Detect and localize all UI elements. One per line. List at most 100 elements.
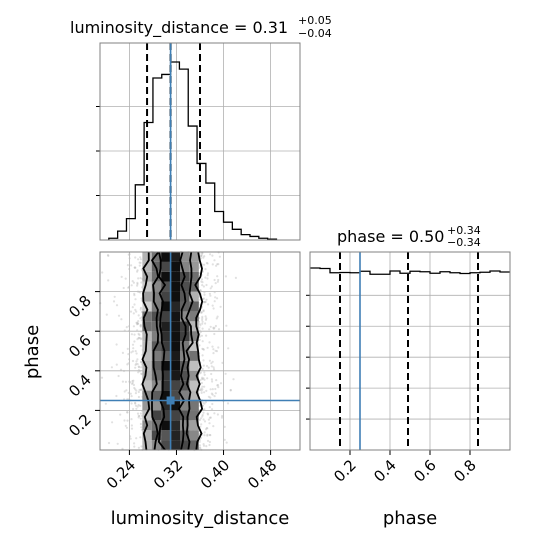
scatter-point xyxy=(199,289,202,292)
scatter-point xyxy=(202,444,206,447)
scatter-point xyxy=(210,378,213,381)
scatter-point xyxy=(139,436,142,439)
scatter-point xyxy=(208,416,212,419)
scatter-point xyxy=(135,437,138,440)
scatter-point xyxy=(107,254,110,257)
scatter-point xyxy=(137,314,140,317)
scatter-point xyxy=(139,308,142,311)
scatter-point xyxy=(216,275,219,278)
density-cell xyxy=(161,261,171,272)
scatter-point xyxy=(136,282,139,286)
scatter-point xyxy=(125,426,128,429)
scatter-point xyxy=(201,281,204,284)
density-cell xyxy=(151,410,162,421)
density-cell xyxy=(161,321,171,332)
density-cell xyxy=(189,271,199,282)
histogram-luminosity-distance xyxy=(108,61,278,240)
scatter-point xyxy=(202,411,205,414)
scatter-point xyxy=(136,322,139,325)
scatter-point xyxy=(133,442,136,445)
density-cell xyxy=(189,351,199,361)
scatter-point xyxy=(136,270,139,273)
y-tick-label: 0.6 xyxy=(65,331,95,361)
scatter-point xyxy=(115,343,118,346)
scatter-point xyxy=(133,445,136,448)
density-cell xyxy=(161,400,171,411)
scatter-point xyxy=(212,425,215,428)
scatter-point xyxy=(119,368,123,371)
scatter-point xyxy=(130,418,133,421)
scatter-point xyxy=(209,434,212,437)
scatter-point xyxy=(117,314,121,317)
scatter-point xyxy=(125,326,128,329)
scatter-point xyxy=(127,391,130,394)
scatter-point xyxy=(200,311,203,314)
density-cell xyxy=(142,311,152,322)
scatter-point xyxy=(130,427,134,430)
scatter-point xyxy=(136,321,139,324)
density-cell xyxy=(189,311,199,322)
scatter-point xyxy=(106,254,110,257)
scatter-point xyxy=(212,352,215,355)
scatter-point xyxy=(200,280,203,283)
scatter-point xyxy=(199,371,202,374)
scatter-point xyxy=(199,379,202,382)
scatter-point xyxy=(134,308,137,311)
density-cell xyxy=(161,301,171,312)
scatter-point xyxy=(202,309,205,312)
density-cell xyxy=(189,291,199,302)
scatter-point xyxy=(123,419,126,422)
scatter-point xyxy=(201,413,204,417)
density-cell xyxy=(170,291,180,302)
scatter-point xyxy=(202,364,205,367)
scatter-point xyxy=(208,328,211,331)
scatter-point xyxy=(132,325,135,328)
scatter-point xyxy=(198,326,201,329)
scatter-point xyxy=(137,414,140,417)
density-cell xyxy=(189,410,199,421)
scatter-point xyxy=(213,278,216,282)
scatter-point xyxy=(225,324,228,327)
scatter-point xyxy=(207,366,210,369)
density-cell xyxy=(142,410,152,421)
scatter-point xyxy=(139,261,142,264)
contour-lines xyxy=(141,251,204,451)
x-tick-label: 0.24 xyxy=(103,456,139,492)
scatter-point xyxy=(203,391,206,394)
scatter-point xyxy=(213,326,216,329)
scatter-point xyxy=(212,327,215,330)
scatter-point xyxy=(137,365,140,368)
scatter-point xyxy=(203,434,206,437)
title-minus-luminosity-distance: −0.04 xyxy=(298,27,332,40)
scatter-point xyxy=(123,390,126,393)
density-cell xyxy=(161,440,171,450)
scatter-point xyxy=(211,304,214,307)
scatter-point xyxy=(216,384,219,387)
x-tick-label: 0.8 xyxy=(450,456,480,486)
scatter-point xyxy=(211,263,214,266)
density-cell xyxy=(189,370,199,381)
density-cell xyxy=(189,281,199,292)
scatter-point xyxy=(135,362,138,365)
scatter-point xyxy=(130,402,133,405)
scatter-point xyxy=(131,380,134,383)
density-cell xyxy=(170,390,180,401)
density-cell xyxy=(161,271,171,282)
density-cell xyxy=(170,271,180,282)
scatter-point xyxy=(214,296,217,299)
scatter-point xyxy=(127,362,130,365)
scatter-point xyxy=(205,283,208,287)
scatter-point xyxy=(134,256,137,259)
density-cell xyxy=(170,380,180,391)
scatter-point xyxy=(212,326,215,329)
scatter-point xyxy=(199,446,202,449)
scatter-point xyxy=(119,413,122,416)
scatter-point xyxy=(139,258,142,261)
scatter-point xyxy=(130,395,133,398)
density-cell xyxy=(151,351,162,361)
scatter-point xyxy=(137,332,140,335)
scatter-point xyxy=(216,315,219,318)
density-cell xyxy=(180,420,190,431)
y-tick-label: 0.8 xyxy=(65,292,95,322)
scatter-point xyxy=(204,315,207,318)
